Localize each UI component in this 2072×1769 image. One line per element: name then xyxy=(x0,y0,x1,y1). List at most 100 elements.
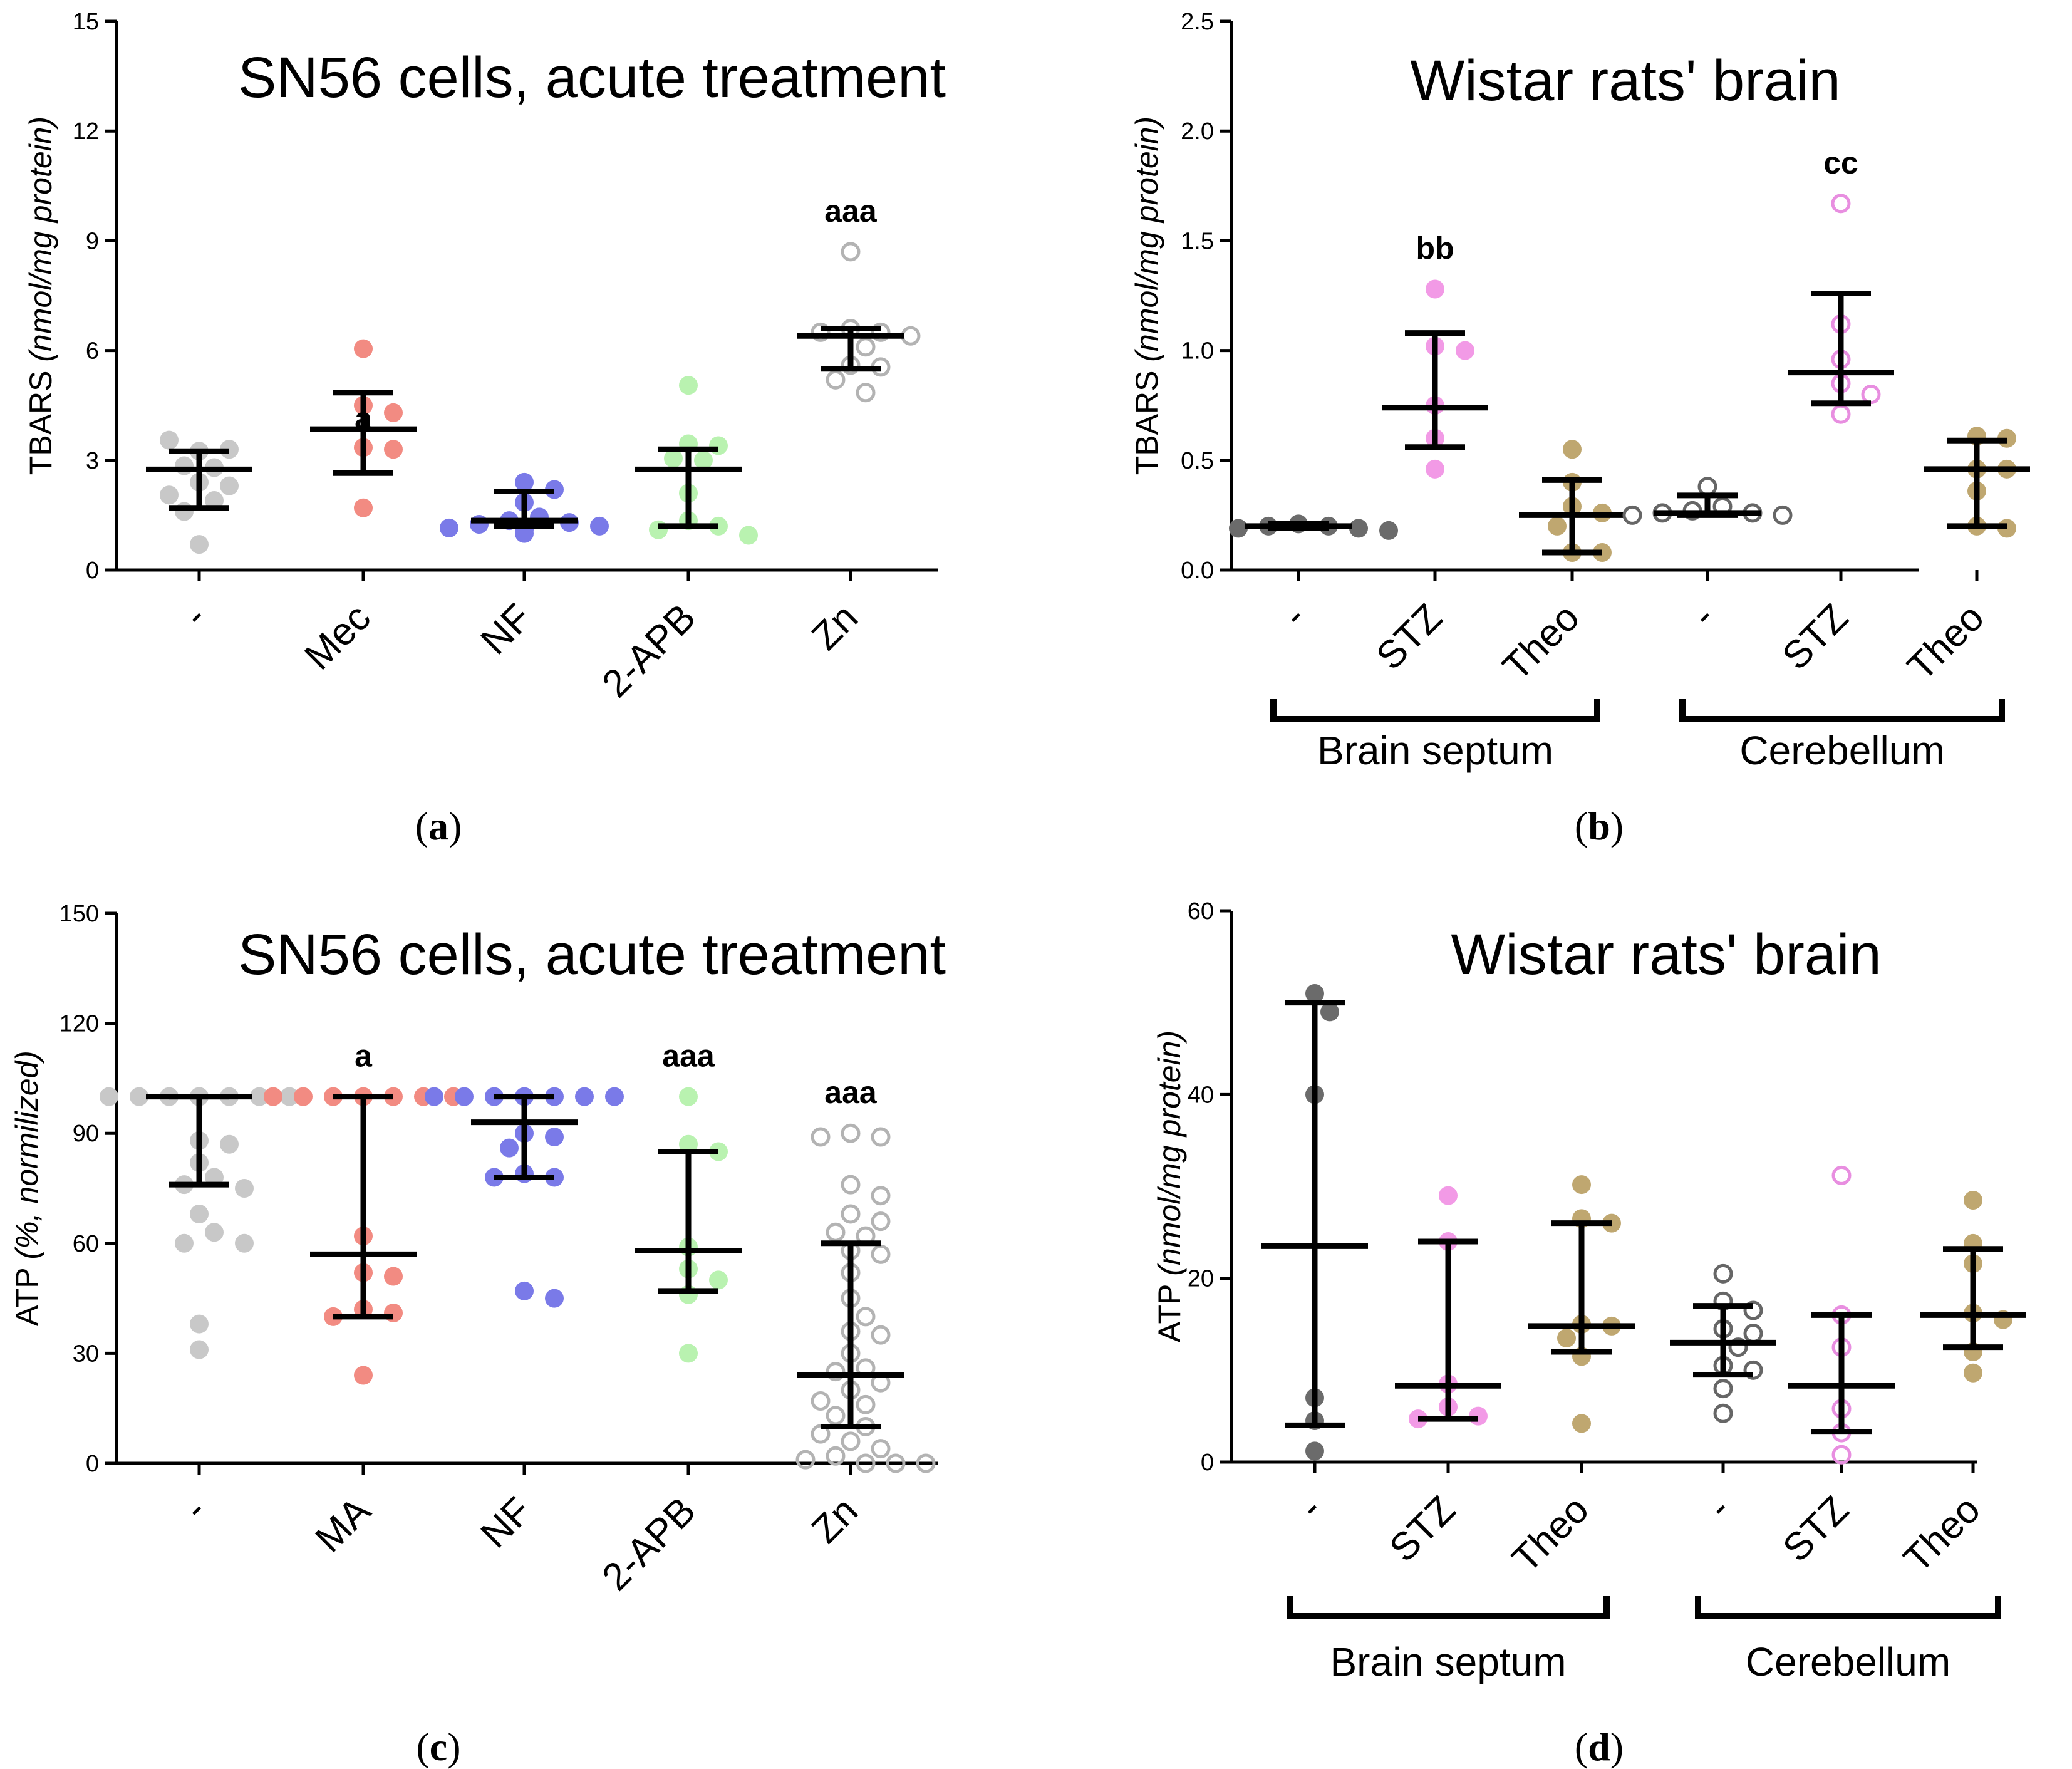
data-point xyxy=(100,1087,118,1106)
data-point xyxy=(235,1233,254,1253)
data-point xyxy=(1379,521,1398,540)
y-axis-label: ATP (nmol/mg protein) xyxy=(1152,1030,1187,1342)
data-point xyxy=(440,518,458,537)
panel-label-letter: b xyxy=(1588,804,1610,848)
data-point xyxy=(425,1087,443,1106)
data-point xyxy=(1713,1403,1733,1423)
series-group xyxy=(1229,514,1398,540)
data-point xyxy=(871,1211,891,1232)
y-tick-label: 0 xyxy=(86,1451,99,1477)
y-tick-label: 12 xyxy=(73,118,99,145)
data-point xyxy=(886,1453,906,1473)
data-point xyxy=(709,436,728,455)
panel-a: 0 3 6 9 12 15 - Mec NF 2-APB Zn SN56 cells, acute t… xyxy=(23,9,946,848)
y-tick-label: 1.5 xyxy=(1181,228,1214,254)
y-tick-label: 2.0 xyxy=(1181,118,1214,145)
series-group: cc xyxy=(1788,145,1894,424)
data-point xyxy=(841,1431,861,1451)
panel-label-close: ) xyxy=(1610,804,1624,848)
data-point xyxy=(1229,519,1248,538)
x-tick-label: Zn xyxy=(804,596,866,658)
panel-label-close: ) xyxy=(448,804,462,848)
panel-label-open: ( xyxy=(1575,804,1588,848)
series-group: bb xyxy=(1382,231,1488,479)
data-point xyxy=(679,1087,698,1106)
data-point xyxy=(811,1127,831,1147)
data-point xyxy=(1426,459,1444,479)
data-point xyxy=(515,472,534,492)
data-point xyxy=(205,1223,224,1242)
y-tick-label: 0 xyxy=(86,558,99,584)
panel-c: 0 30 60 90 120 150 - MA NF 2-APB Zn SN56 cells, acu… xyxy=(9,901,946,1769)
group-label: Brain septum xyxy=(1317,728,1553,773)
series-group xyxy=(425,1087,624,1308)
data-point xyxy=(664,449,683,468)
y-tick-label: 2.5 xyxy=(1181,9,1214,35)
data-point xyxy=(515,1281,534,1300)
series-group xyxy=(1528,1175,1635,1433)
data-point xyxy=(264,1087,282,1106)
series-group xyxy=(635,376,758,545)
data-point xyxy=(175,1233,194,1253)
y-tick-label: 0.0 xyxy=(1181,558,1214,584)
data-point xyxy=(1320,1002,1339,1022)
x-tick-label: STZ xyxy=(1368,596,1451,678)
chart-title: Wistar rats' brain xyxy=(1410,49,1840,113)
y-tick-label: 60 xyxy=(1188,898,1214,925)
data-point xyxy=(1426,279,1444,299)
group-bracket xyxy=(1679,699,2005,722)
y-tick-label: 9 xyxy=(86,228,99,254)
panel-label-close: ) xyxy=(1610,1725,1624,1769)
series-group: aaa xyxy=(795,1075,936,1473)
data-point xyxy=(826,1446,846,1466)
series-group xyxy=(1920,1191,2026,1383)
data-point xyxy=(1728,1337,1748,1357)
data-point xyxy=(1557,1329,1576,1347)
data-point xyxy=(826,1362,846,1382)
data-point xyxy=(384,403,403,422)
x-tick-label: NF xyxy=(473,1489,540,1556)
series-group xyxy=(146,430,252,554)
data-point xyxy=(811,322,831,342)
panel-label-letter: d xyxy=(1588,1725,1610,1769)
y-tick-label: 40 xyxy=(1188,1082,1214,1108)
x-tick-label: 2-APB xyxy=(594,1489,704,1599)
series-group xyxy=(1519,440,1625,562)
data-point xyxy=(130,1087,148,1106)
data-point xyxy=(1439,1186,1458,1205)
data-point xyxy=(190,1340,209,1359)
y-axis-label-unit: (nmol/mg protein) xyxy=(1129,117,1164,362)
data-point xyxy=(545,1289,564,1308)
data-point xyxy=(1305,1441,1324,1461)
data-point xyxy=(470,515,489,534)
data-point xyxy=(1697,477,1717,497)
data-point xyxy=(220,476,239,495)
data-point xyxy=(1743,1300,1763,1320)
series-group xyxy=(100,1087,299,1359)
x-tick-label: 2-APB xyxy=(594,596,704,706)
data-point xyxy=(1548,516,1567,536)
significance-label: cc xyxy=(1823,145,1858,180)
data-point xyxy=(190,1314,209,1334)
data-point xyxy=(1622,505,1642,525)
significance-label: aaa xyxy=(824,194,878,229)
y-axis-label-unit: (%, normilized) xyxy=(9,1051,44,1259)
data-point xyxy=(175,502,194,521)
data-point xyxy=(841,242,861,262)
data-point xyxy=(1713,1379,1733,1399)
significance-label: a xyxy=(355,1039,373,1074)
y-tick-label: 60 xyxy=(73,1231,99,1257)
data-point xyxy=(354,498,373,517)
significance-label: bb xyxy=(1416,231,1454,266)
panel-label-close: ) xyxy=(447,1725,460,1769)
data-point xyxy=(175,456,194,475)
y-axis-label-main: TBARS xyxy=(23,362,58,475)
data-point xyxy=(235,1179,254,1198)
data-point xyxy=(354,339,373,358)
data-point xyxy=(1773,505,1793,525)
y-axis-label-unit: (nmol/mg protein) xyxy=(23,117,58,362)
data-point xyxy=(1964,1363,1982,1383)
significance-label: a xyxy=(355,401,373,436)
y-tick-label: 6 xyxy=(86,338,99,365)
